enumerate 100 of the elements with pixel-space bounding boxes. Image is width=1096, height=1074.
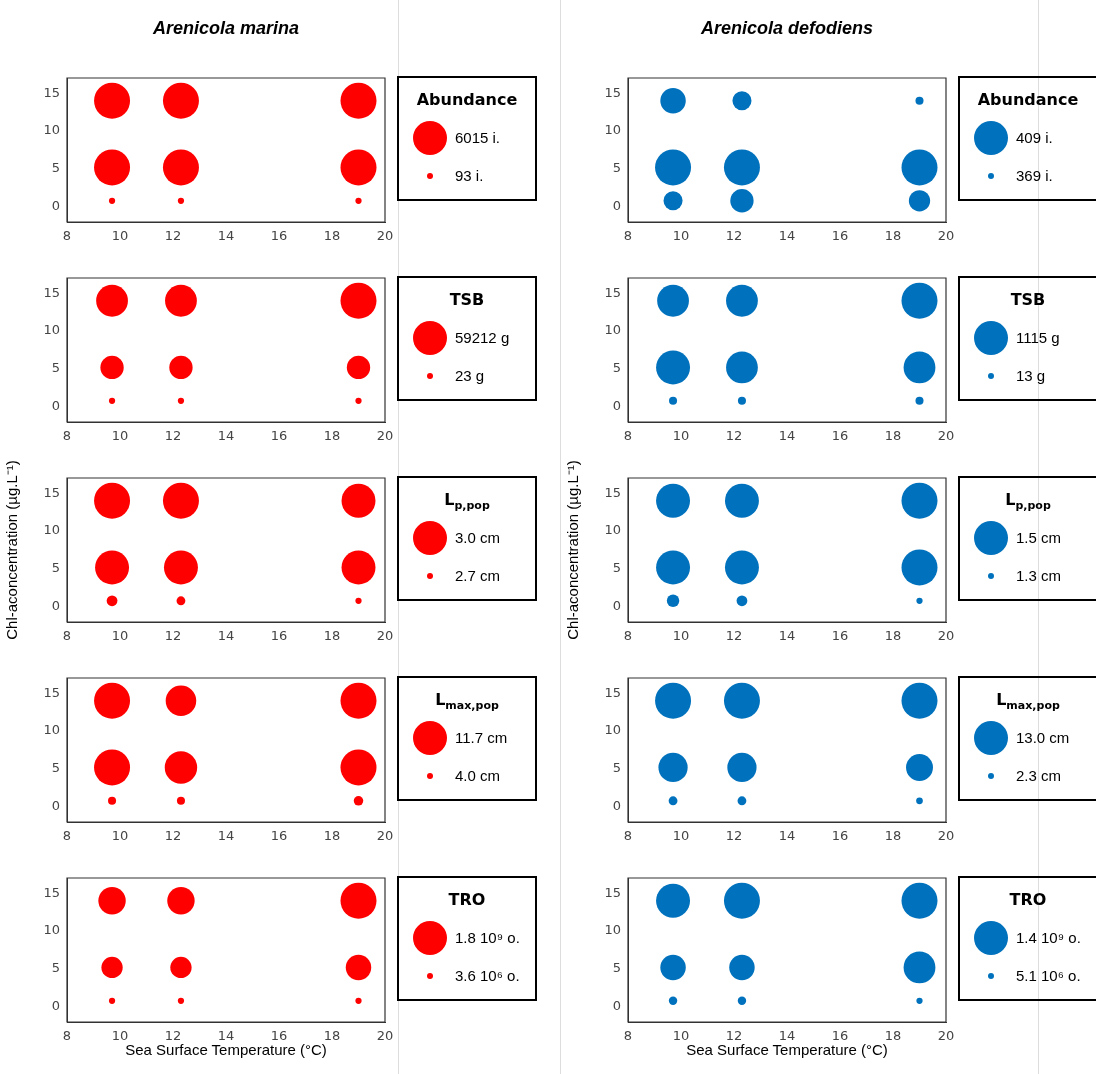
text: 1.5 cm [1016, 529, 1062, 547]
y-tick-label: 15 [604, 84, 621, 100]
text: 2.7 cm [455, 567, 501, 585]
text: 6015 i. [455, 129, 501, 147]
y-tick-label: 0 [612, 398, 621, 414]
y-axis-title: Chl-aconcentration (µg.L⁻¹) [564, 460, 582, 640]
x-tick-label: 8 [623, 428, 633, 444]
x-axis-title: Sea Surface Temperature (°C) [125, 1041, 327, 1058]
x-tick-label: 18 [884, 428, 902, 444]
y-tick-label: 10 [604, 122, 621, 138]
y-tick-label: 15 [604, 284, 621, 300]
legend-title: L$_{max,pop}$ [995, 690, 1061, 713]
y-tick-label: 15 [43, 84, 60, 100]
x-tick-label: 10 [111, 428, 129, 444]
text: 2.3 cm [1016, 767, 1062, 785]
chart-title: Arenicola defodiens [699, 18, 874, 39]
x-tick-label: 14 [217, 428, 235, 444]
x-tick-label: 10 [672, 228, 690, 244]
text: 369 i. [1016, 167, 1053, 185]
y-tick-label: 15 [604, 684, 621, 700]
x-tick-label: 14 [778, 1028, 796, 1044]
x-tick-label: 16 [831, 628, 849, 644]
chart-title: Arenicola marina [151, 18, 301, 39]
x-tick-label: 16 [831, 1028, 849, 1044]
x-tick-label: 20 [937, 1028, 955, 1044]
x-tick-label: 20 [376, 828, 394, 844]
legend-title: L$_{p,pop}$ [1004, 490, 1052, 513]
x-tick-label: 8 [62, 628, 72, 644]
x-tick-label: 16 [270, 828, 288, 844]
x-tick-label: 12 [164, 628, 182, 644]
x-tick-label: 12 [725, 428, 743, 444]
x-tick-label: 12 [164, 828, 182, 844]
x-tick-label: 20 [937, 228, 955, 244]
x-tick-label: 20 [937, 628, 955, 644]
x-tick-label: 12 [725, 828, 743, 844]
x-tick-label: 14 [217, 628, 235, 644]
text: 409 i. [1016, 129, 1053, 147]
x-tick-label: 12 [164, 228, 182, 244]
y-tick-label: 15 [604, 884, 621, 900]
text: 1115 g [1016, 329, 1060, 347]
text: 1.4 10⁹ o. [1016, 929, 1081, 947]
x-tick-label: 20 [376, 428, 394, 444]
x-tick-label: 10 [672, 828, 690, 844]
y-tick-label: 15 [43, 484, 60, 500]
x-tick-label: 18 [323, 228, 341, 244]
y-tick-label: 0 [51, 598, 60, 614]
y-tick-label: 0 [51, 798, 60, 814]
x-tick-label: 18 [884, 1028, 902, 1044]
legend-title: TSB [1009, 290, 1047, 309]
y-tick-label: 10 [43, 122, 60, 138]
text: 13 g [1016, 367, 1046, 385]
text: 59212 g [455, 329, 510, 347]
y-tick-label: 5 [612, 760, 621, 776]
x-tick-label: 12 [725, 228, 743, 244]
legend-title: TRO [1008, 890, 1048, 909]
x-tick-label: 14 [217, 228, 235, 244]
x-tick-label: 18 [884, 828, 902, 844]
text: 5.1 10⁶ o. [1016, 967, 1081, 985]
legend-title: TSB [448, 290, 486, 309]
x-tick-label: 14 [778, 228, 796, 244]
legend-title: L$_{p,pop}$ [443, 490, 491, 513]
x-tick-label: 18 [323, 1028, 341, 1044]
x-axis-title: Sea Surface Temperature (°C) [686, 1041, 888, 1058]
y-tick-label: 5 [612, 160, 621, 176]
y-tick-label: 5 [612, 360, 621, 376]
x-tick-label: 8 [62, 1028, 72, 1044]
y-tick-label: 0 [612, 798, 621, 814]
y-tick-label: 10 [604, 522, 621, 538]
y-tick-label: 0 [612, 198, 621, 214]
y-tick-label: 10 [604, 322, 621, 338]
x-tick-label: 18 [323, 428, 341, 444]
x-tick-label: 8 [623, 828, 633, 844]
text: 1.8 10⁹ o. [455, 929, 520, 947]
x-tick-label: 16 [270, 1028, 288, 1044]
text: 3.0 cm [455, 529, 501, 547]
text: 3.6 10⁶ o. [455, 967, 520, 985]
x-tick-label: 12 [725, 1028, 743, 1044]
x-tick-label: 18 [884, 228, 902, 244]
y-tick-label: 5 [51, 360, 60, 376]
x-tick-label: 8 [62, 428, 72, 444]
y-tick-label: 10 [604, 722, 621, 738]
x-tick-label: 18 [323, 828, 341, 844]
legend-title: Abundance [976, 90, 1080, 109]
y-tick-label: 15 [43, 884, 60, 900]
x-tick-label: 10 [111, 828, 129, 844]
x-tick-label: 14 [778, 628, 796, 644]
legend-title: L$_{max,pop}$ [434, 690, 500, 713]
x-tick-label: 8 [62, 828, 72, 844]
text: 23 g [455, 367, 485, 385]
x-tick-label: 16 [831, 428, 849, 444]
x-tick-label: 20 [376, 228, 394, 244]
x-tick-label: 8 [62, 228, 72, 244]
x-tick-label: 16 [270, 428, 288, 444]
legend-title: Abundance [415, 90, 519, 109]
text: 1.3 cm [1016, 567, 1062, 585]
x-tick-label: 20 [937, 428, 955, 444]
y-tick-label: 0 [612, 598, 621, 614]
y-tick-label: 5 [51, 760, 60, 776]
legend-title: TRO [447, 890, 487, 909]
x-tick-label: 8 [623, 1028, 633, 1044]
